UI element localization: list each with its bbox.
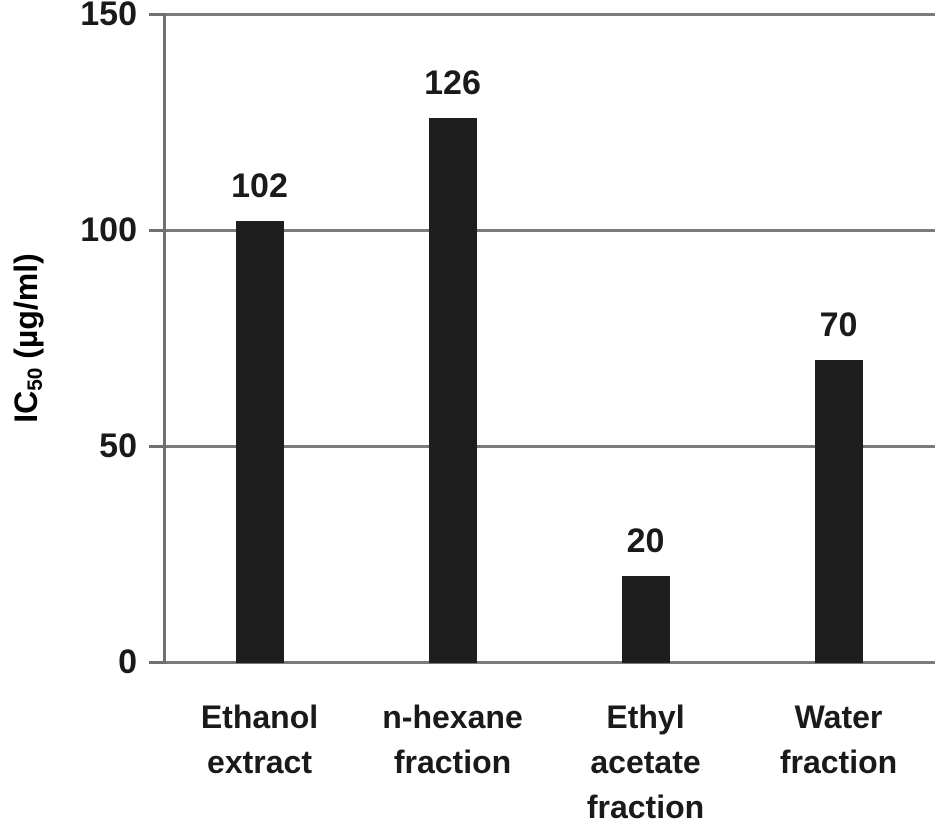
bar (621, 575, 670, 664)
y-axis-line (163, 12, 166, 664)
category-label: n-hexane fraction (382, 699, 523, 780)
gridline (163, 660, 935, 664)
y-axis-tick (149, 12, 163, 16)
category-label: Ethanol extract (200, 699, 319, 780)
bar-value-label: 126 (424, 63, 481, 102)
y-axis-tick (149, 660, 163, 664)
y-tick-label: 50 (99, 427, 137, 465)
y-axis-tick (149, 228, 163, 232)
y-tick-label: 100 (80, 211, 137, 249)
gridline (163, 444, 935, 448)
y-tick-label: 0 (118, 643, 137, 681)
bar-value-label: 102 (231, 167, 288, 206)
bar (235, 221, 284, 664)
y-axis-tick (149, 444, 163, 448)
y-tick-label: 150 (80, 0, 137, 33)
gridline (163, 12, 935, 16)
category-label: Ethyl acetate fraction (586, 699, 705, 825)
bar (428, 117, 477, 664)
bar-value-label: 70 (819, 305, 858, 344)
gridline (163, 228, 935, 232)
bar (814, 359, 863, 664)
bar-value-label: 20 (626, 521, 665, 560)
category-label: Water fraction (779, 699, 898, 780)
